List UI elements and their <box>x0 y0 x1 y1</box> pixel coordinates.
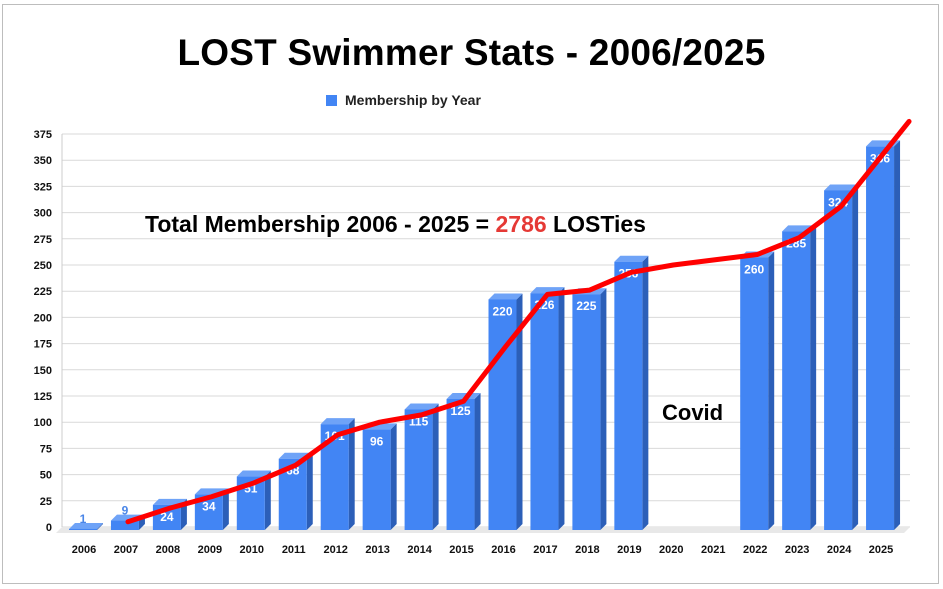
bar-side <box>306 452 313 530</box>
x-tick-label: 2007 <box>114 544 138 556</box>
data-label: 125 <box>451 404 471 418</box>
x-tick-label: 2006 <box>72 544 96 556</box>
bar-side <box>348 418 355 530</box>
bar <box>530 293 559 530</box>
bar <box>488 299 517 530</box>
trend-line <box>125 118 912 525</box>
bar <box>446 399 475 530</box>
bar <box>110 520 139 530</box>
bar-side <box>894 140 901 530</box>
data-label: 260 <box>744 263 764 277</box>
bar <box>362 429 391 530</box>
data-label: 220 <box>492 304 512 318</box>
bar <box>69 528 97 530</box>
bar <box>614 261 643 530</box>
bar-side <box>432 403 439 530</box>
data-label: 225 <box>576 299 596 313</box>
y-tick-label: 175 <box>34 339 52 351</box>
x-tick-label: 2016 <box>491 544 515 556</box>
bar-side <box>516 293 523 530</box>
bar-side <box>642 255 649 530</box>
bar-top <box>69 522 103 529</box>
y-tick-label: 350 <box>34 155 52 167</box>
x-tick-label: 2014 <box>407 544 432 556</box>
data-label: 1 <box>80 512 87 526</box>
y-tick-label: 0 <box>46 522 52 534</box>
x-tick-label: 2015 <box>449 544 473 556</box>
x-tick-label: 2025 <box>869 544 893 556</box>
y-tick-label: 100 <box>34 417 52 429</box>
legend-swatch <box>326 94 337 106</box>
legend-label: Membership by Year <box>345 92 481 108</box>
y-tick-label: 275 <box>34 234 52 246</box>
bar <box>404 409 433 530</box>
chart-title: LOST Swimmer Stats - 2006/2025 <box>177 32 766 73</box>
bar-top <box>488 293 523 300</box>
x-tick-label: 2023 <box>785 544 809 556</box>
bar-side <box>222 488 229 530</box>
x-tick-label: 2008 <box>156 544 180 556</box>
x-tick-label: 2018 <box>575 544 599 556</box>
bar <box>824 190 853 530</box>
bar-side <box>810 225 817 530</box>
y-tick-label: 75 <box>40 443 52 455</box>
bar-side <box>768 251 775 530</box>
x-tick-label: 2022 <box>743 544 767 556</box>
y-tick-label: 250 <box>34 260 52 272</box>
bar-top <box>320 418 355 425</box>
bar-side <box>558 287 565 530</box>
y-tick-label: 225 <box>34 286 52 298</box>
bar-top <box>404 403 439 410</box>
x-tick-label: 2012 <box>323 544 347 556</box>
bar <box>782 231 811 530</box>
total-suffix: LOSTies <box>546 211 646 237</box>
bar-side <box>264 470 271 530</box>
y-tick-label: 50 <box>40 470 52 482</box>
bar <box>740 257 769 530</box>
total-membership-annotation: Total Membership 2006 - 2025 = 2786 LOST… <box>145 211 646 238</box>
bar-top <box>824 184 859 191</box>
floor <box>56 527 910 533</box>
data-label: 24 <box>160 510 174 524</box>
bar-side <box>474 393 481 530</box>
x-tick-label: 2010 <box>240 544 264 556</box>
y-tick-label: 200 <box>34 312 52 324</box>
x-tick-label: 2013 <box>365 544 389 556</box>
x-tick-label: 2019 <box>617 544 641 556</box>
x-tick-label: 2017 <box>533 544 557 556</box>
bar-side <box>600 288 607 530</box>
bar-top <box>614 255 649 262</box>
bar-side <box>852 184 859 530</box>
bar-side <box>97 522 103 530</box>
chart-legend: Membership by Year <box>326 92 481 108</box>
y-tick-label: 375 <box>34 129 52 141</box>
data-label: 9 <box>122 504 129 518</box>
y-tick-label: 125 <box>34 391 52 403</box>
total-value: 2786 <box>495 211 547 237</box>
x-tick-label: 2009 <box>198 544 222 556</box>
data-label: 96 <box>370 434 384 448</box>
x-tick-label: 2021 <box>701 544 725 556</box>
bar <box>572 294 601 530</box>
y-tick-label: 25 <box>40 496 52 508</box>
bar <box>866 146 895 530</box>
bar-side <box>390 423 397 530</box>
x-tick-label: 2024 <box>827 544 852 556</box>
bar-top <box>446 393 481 399</box>
x-tick-label: 2011 <box>282 544 306 556</box>
y-tick-label: 300 <box>34 208 52 220</box>
data-label: 34 <box>202 499 216 513</box>
y-tick-label: 150 <box>34 365 52 377</box>
covid-annotation: Covid <box>662 400 724 425</box>
y-tick-label: 325 <box>34 181 52 193</box>
bar-top <box>236 470 271 477</box>
total-prefix: Total Membership 2006 - 2025 = <box>145 211 496 237</box>
x-tick-label: 2020 <box>659 544 683 556</box>
